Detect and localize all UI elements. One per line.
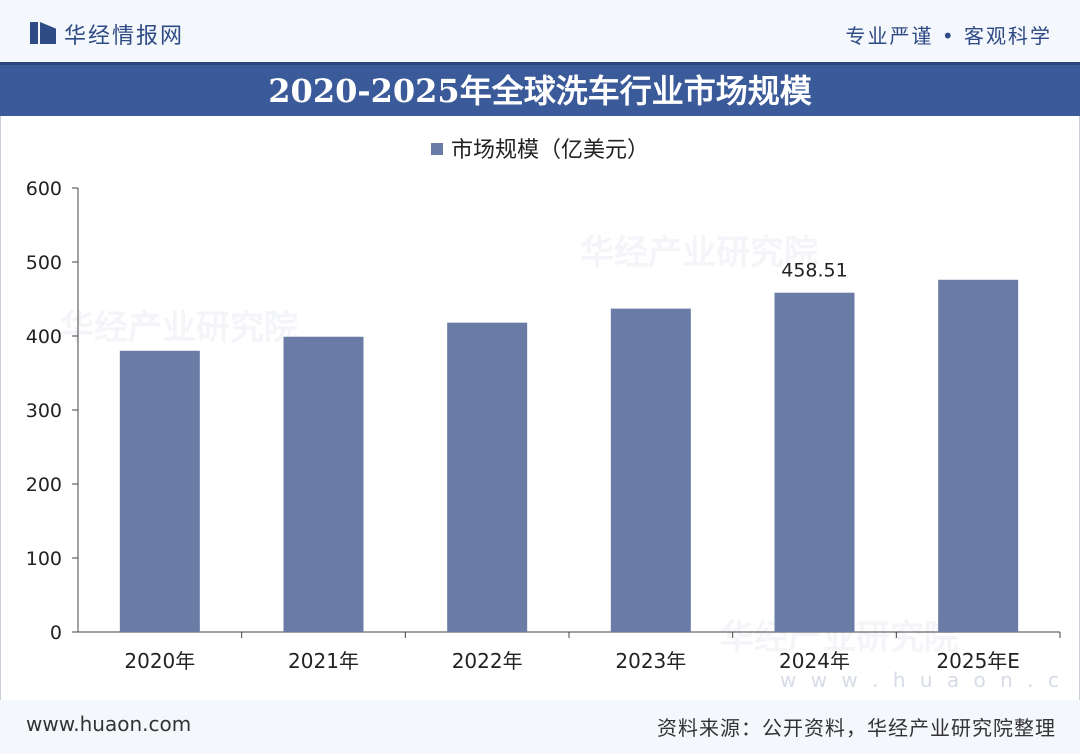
bar [447, 322, 528, 632]
y-tick-label: 100 [26, 548, 62, 570]
site-url: www.huaon.com [26, 712, 192, 736]
bar [774, 292, 855, 632]
bar [938, 279, 1019, 632]
y-tick-label: 0 [50, 622, 62, 644]
data-source: 资料来源：公开资料，华经产业研究院整理 [657, 716, 1056, 740]
y-tick-label: 300 [26, 400, 62, 422]
legend-label: 市场规模（亿美元） [450, 138, 649, 163]
x-tick-label: 2022年 [452, 649, 523, 673]
brand-name: 华经情报网 [64, 24, 185, 49]
title-bar [0, 62, 1080, 116]
bar [610, 308, 691, 632]
data-label: 458.51 [781, 260, 847, 282]
bar [283, 336, 364, 632]
y-tick-label: 500 [26, 252, 62, 274]
x-tick-label: 2025年E [936, 649, 1020, 673]
legend-swatch [430, 143, 443, 155]
x-tick-label: 2024年 [779, 649, 850, 673]
chart-title: 2020-2025年全球洗车行业市场规模 [268, 72, 812, 110]
x-tick-label: 2023年 [615, 649, 686, 673]
x-tick-label: 2021年 [288, 649, 359, 673]
x-tick-label: 2020年 [124, 649, 195, 673]
y-tick-label: 400 [26, 326, 62, 348]
bar [119, 350, 200, 632]
header: 华经情报网 专业严谨 • 客观科学 [0, 0, 1080, 62]
y-tick-label: 200 [26, 474, 62, 496]
legend: 市场规模（亿美元） [0, 132, 1080, 164]
slogan: 专业严谨 • 客观科学 [845, 24, 1052, 48]
y-tick-label: 600 [26, 178, 62, 200]
footer [0, 700, 1080, 754]
brand-logo-icon [30, 20, 56, 46]
